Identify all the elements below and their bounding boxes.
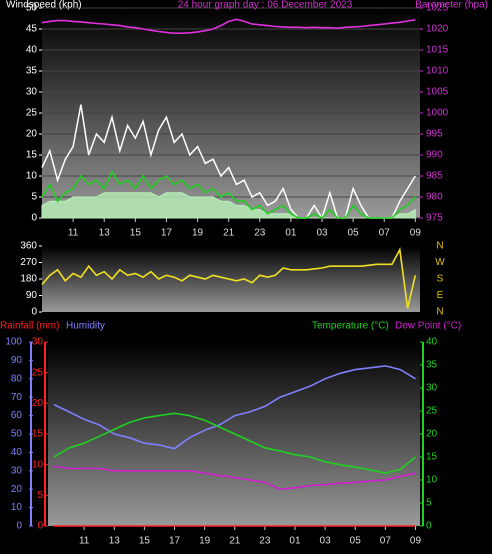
y2-tick-label: 10 [426, 475, 438, 486]
y2-tick-label: 1020 [426, 24, 449, 35]
y2-tick-label: W [435, 257, 445, 268]
x-tick-label: 23 [259, 536, 271, 547]
x-tick-label: 07 [379, 228, 391, 239]
y2-tick-label: 990 [426, 150, 443, 161]
series-line [41, 170, 416, 219]
y-tick-label: 20 [32, 398, 44, 409]
y2-tick-label: N [436, 307, 443, 318]
y2-tick-label: 985 [426, 171, 443, 182]
y3-tick-label: 60 [11, 410, 23, 421]
y2-tick-label: S [437, 274, 444, 285]
series-line [41, 247, 417, 309]
y2-tick-label: 20 [426, 429, 438, 440]
y-tick-label: 0 [31, 213, 37, 224]
y2-tick-label: 1015 [426, 45, 449, 56]
y-tick-label: 360 [20, 241, 37, 252]
y-tick-label: 30 [26, 87, 38, 98]
x-tick-label: 19 [199, 536, 211, 547]
x-tick-label: 05 [350, 536, 362, 547]
y3-tick-label: 10 [11, 502, 23, 513]
legend-label: Humidity [66, 321, 105, 332]
y2-tick-label: N [436, 241, 443, 252]
x-tick-label: 15 [139, 536, 151, 547]
series-line [53, 365, 416, 450]
y2-tick-label: 1000 [426, 108, 449, 119]
y3-tick-label: 50 [11, 429, 23, 440]
legend-label: Dew Point (°C) [395, 321, 461, 332]
y3-tick-label: 0 [16, 521, 22, 532]
y-tick-label: 45 [26, 24, 38, 35]
x-tick-label: 17 [169, 536, 181, 547]
y-tick-label: 20 [26, 129, 38, 140]
series-line [53, 465, 416, 491]
legend-label: Rainfall (mm) [0, 321, 59, 332]
y-tick-label: 15 [32, 429, 44, 440]
y2-tick-label: 25 [426, 406, 438, 417]
y2-tick-label: 1005 [426, 87, 449, 98]
x-tick-label: 21 [223, 228, 235, 239]
y-tick-label: 10 [32, 459, 44, 470]
y-tick-label: 15 [26, 150, 38, 161]
x-tick-label: 17 [161, 228, 173, 239]
x-tick-label: 03 [320, 536, 332, 547]
y2-tick-label: 1025 [426, 3, 449, 14]
y3-tick-label: 100 [5, 337, 22, 348]
y2-tick-label: 35 [426, 360, 438, 371]
y2-tick-label: 15 [426, 452, 438, 463]
y-tick-label: 0 [37, 521, 43, 532]
y-tick-label: 40 [26, 45, 38, 56]
y-tick-label: 90 [26, 290, 38, 301]
y2-tick-label: 0 [426, 521, 432, 532]
x-tick-label: 01 [289, 536, 301, 547]
y2-tick-label: 1010 [426, 66, 449, 77]
y-tick-label: 25 [26, 108, 38, 119]
y2-tick-label: 30 [426, 383, 438, 394]
x-tick-label: 11 [68, 228, 79, 239]
y3-tick-label: 90 [11, 355, 23, 366]
y-axis-label: Windspeed (kph) [6, 0, 82, 11]
x-tick-label: 21 [229, 536, 241, 547]
x-tick-label: 07 [380, 536, 392, 547]
x-tick-label: 23 [254, 228, 266, 239]
y3-tick-label: 40 [11, 447, 23, 458]
y-tick-label: 25 [32, 367, 44, 378]
y2-tick-label: 980 [426, 192, 443, 203]
x-tick-label: 13 [99, 228, 111, 239]
y2-tick-label: 5 [426, 498, 432, 509]
y-tick-label: 5 [37, 490, 43, 501]
series-line [41, 104, 416, 220]
y-tick-label: 30 [32, 337, 44, 348]
y3-tick-label: 80 [11, 373, 23, 384]
y-tick-label: 10 [26, 171, 38, 182]
y-tick-label: 35 [26, 66, 38, 77]
series-line [53, 412, 417, 474]
y-tick-label: 0 [31, 307, 37, 318]
y3-tick-label: 70 [11, 392, 23, 403]
chart-title: 24 hour graph day : 06 December 2023 [178, 0, 353, 11]
y2-tick-label: 40 [426, 337, 438, 348]
y2-tick-label: E [437, 290, 444, 301]
x-tick-label: 11 [79, 536, 90, 547]
y-tick-label: 5 [31, 192, 37, 203]
y-tick-label: 50 [26, 3, 38, 14]
y2-tick-label: 975 [426, 213, 443, 224]
y2-tick-label: 995 [426, 129, 443, 140]
x-tick-label: 19 [192, 228, 204, 239]
y3-tick-label: 20 [11, 484, 23, 495]
x-tick-label: 05 [348, 228, 360, 239]
x-tick-label: 03 [316, 228, 328, 239]
y-tick-label: 270 [20, 257, 37, 268]
y2-axis-label: Barometer (hpa) [415, 0, 488, 11]
x-tick-label: 09 [410, 228, 422, 239]
y-tick-label: 180 [20, 274, 37, 285]
legend-label: Temperature (°C) [312, 321, 389, 332]
x-tick-label: 13 [109, 536, 121, 547]
x-tick-label: 01 [285, 228, 297, 239]
x-tick-label: 15 [130, 228, 142, 239]
x-tick-label: 09 [410, 536, 422, 547]
series-line [41, 18, 416, 34]
y3-tick-label: 30 [11, 465, 23, 476]
